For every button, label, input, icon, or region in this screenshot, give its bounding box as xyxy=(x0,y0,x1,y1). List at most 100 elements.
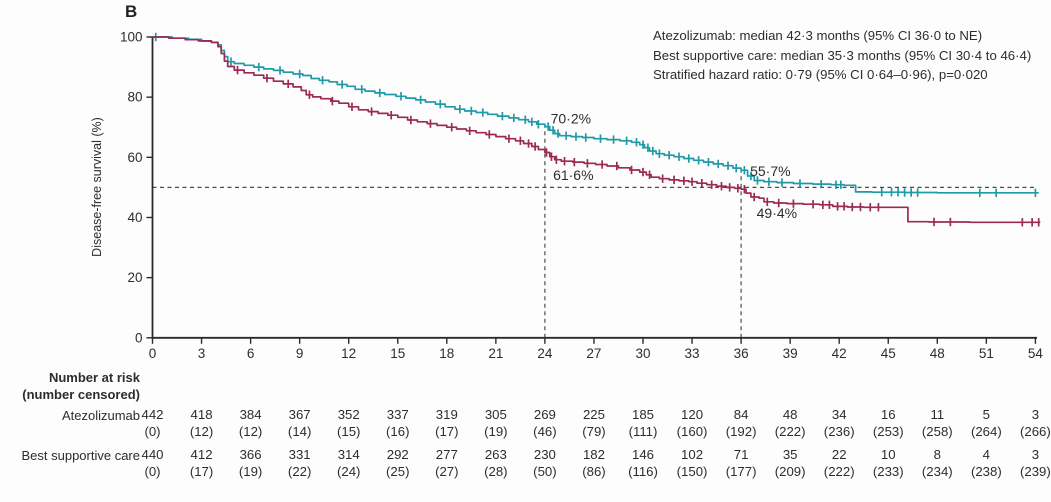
x-tick-label-9: 9 xyxy=(296,346,304,361)
risk-count-atezolizumab: 319 xyxy=(436,407,458,422)
risk-row-label-best-supportive-care: Best supportive care xyxy=(21,448,140,463)
risk-censored-best-supportive-care: (0) xyxy=(144,464,160,479)
risk-count-atezolizumab: 442 xyxy=(141,407,163,422)
risk-censored-best-supportive-care: (222) xyxy=(824,464,855,479)
risk-censored-atezolizumab: (258) xyxy=(922,424,953,439)
x-tick-label-24: 24 xyxy=(537,346,553,361)
risk-count-atezolizumab: 384 xyxy=(240,407,262,422)
risk-censored-atezolizumab: (12) xyxy=(190,424,213,439)
risk-censored-atezolizumab: (236) xyxy=(824,424,855,439)
legend-line-atezolizumab: Atezolizumab: median 42·3 months (95% CI… xyxy=(653,28,983,43)
risk-count-atezolizumab: 3 xyxy=(1032,407,1039,422)
legend-line-best-supportive-care: Best supportive care: median 35·3 months… xyxy=(653,47,1032,63)
risk-censored-best-supportive-care: (238) xyxy=(971,464,1002,479)
risk-count-atezolizumab: 185 xyxy=(632,407,654,422)
risk-count-best-supportive-care: 331 xyxy=(289,447,311,462)
x-tick-label-15: 15 xyxy=(390,346,405,361)
risk-censored-best-supportive-care: (24) xyxy=(337,464,360,479)
x-tick-label-33: 33 xyxy=(685,346,700,361)
x-tick-label-0: 0 xyxy=(149,346,157,361)
y-tick-label-40: 40 xyxy=(127,210,142,225)
risk-censored-best-supportive-care: (19) xyxy=(239,464,262,479)
x-tick-label-30: 30 xyxy=(635,346,650,361)
risk-count-atezolizumab: 11 xyxy=(930,407,944,422)
x-tick-label-18: 18 xyxy=(439,346,454,361)
risk-count-atezolizumab: 84 xyxy=(734,407,749,422)
km-curve-best_supportive_care xyxy=(152,36,1041,224)
risk-count-best-supportive-care: 263 xyxy=(485,447,507,462)
risk-table-header-line1: Number at risk xyxy=(48,370,140,385)
risk-censored-best-supportive-care: (28) xyxy=(484,464,507,479)
risk-censored-atezolizumab: (16) xyxy=(386,424,409,439)
x-tick-label-39: 39 xyxy=(783,346,798,361)
risk-count-best-supportive-care: 10 xyxy=(881,447,896,462)
pct-annotation-3: 49·4% xyxy=(757,205,797,221)
risk-count-atezolizumab: 352 xyxy=(338,407,360,422)
risk-censored-atezolizumab: (19) xyxy=(484,424,507,439)
risk-censored-best-supportive-care: (22) xyxy=(288,464,311,479)
risk-count-best-supportive-care: 4 xyxy=(983,447,990,462)
y-tick-label-100: 100 xyxy=(120,30,143,45)
risk-count-atezolizumab: 5 xyxy=(983,407,990,422)
risk-count-atezolizumab: 225 xyxy=(583,407,605,422)
risk-censored-atezolizumab: (192) xyxy=(726,424,757,439)
risk-censored-atezolizumab: (14) xyxy=(288,424,311,439)
pct-annotation-1: 61·6% xyxy=(553,167,593,183)
km-curve-atezolizumab xyxy=(152,36,1039,194)
pct-annotation-2: 55·7% xyxy=(750,163,790,179)
risk-censored-best-supportive-care: (177) xyxy=(726,464,757,479)
risk-censored-best-supportive-care: (17) xyxy=(190,464,213,479)
risk-censored-atezolizumab: (12) xyxy=(239,424,262,439)
y-tick-label-20: 20 xyxy=(127,270,142,285)
risk-count-best-supportive-care: 277 xyxy=(436,447,458,462)
risk-censored-atezolizumab: (160) xyxy=(677,424,708,439)
risk-count-best-supportive-care: 22 xyxy=(832,447,847,462)
y-tick-label-60: 60 xyxy=(127,150,142,165)
risk-row-label-atezolizumab: Atezolizumab xyxy=(61,408,140,423)
risk-censored-atezolizumab: (264) xyxy=(971,424,1002,439)
risk-count-best-supportive-care: 182 xyxy=(583,447,605,462)
risk-count-best-supportive-care: 440 xyxy=(141,447,163,462)
risk-count-atezolizumab: 337 xyxy=(387,407,409,422)
risk-count-best-supportive-care: 146 xyxy=(632,447,654,462)
x-tick-label-54: 54 xyxy=(1028,346,1044,361)
x-tick-label-48: 48 xyxy=(930,346,945,361)
x-tick-label-3: 3 xyxy=(198,346,206,361)
risk-count-best-supportive-care: 71 xyxy=(734,447,749,462)
x-tick-label-6: 6 xyxy=(247,346,255,361)
y-axis-title: Disease-free survival (%) xyxy=(90,117,104,257)
risk-count-best-supportive-care: 230 xyxy=(534,447,556,462)
risk-censored-best-supportive-care: (239) xyxy=(1020,464,1051,479)
x-tick-label-12: 12 xyxy=(341,346,356,361)
risk-count-best-supportive-care: 3 xyxy=(1032,447,1039,462)
risk-censored-best-supportive-care: (27) xyxy=(435,464,458,479)
risk-censored-best-supportive-care: (209) xyxy=(775,464,806,479)
y-tick-label-0: 0 xyxy=(135,330,143,345)
risk-count-atezolizumab: 16 xyxy=(881,407,896,422)
pct-annotation-0: 70·2% xyxy=(551,110,591,126)
risk-count-atezolizumab: 34 xyxy=(832,407,847,422)
x-tick-label-21: 21 xyxy=(488,346,503,361)
risk-censored-best-supportive-care: (116) xyxy=(628,464,658,479)
x-tick-label-51: 51 xyxy=(979,346,994,361)
risk-count-atezolizumab: 305 xyxy=(485,407,507,422)
risk-censored-best-supportive-care: (50) xyxy=(533,464,556,479)
risk-censored-atezolizumab: (46) xyxy=(533,424,556,439)
risk-censored-best-supportive-care: (25) xyxy=(386,464,409,479)
panel-label: B xyxy=(125,2,138,21)
risk-censored-atezolizumab: (0) xyxy=(144,424,160,439)
risk-count-best-supportive-care: 292 xyxy=(387,447,409,462)
risk-censored-atezolizumab: (222) xyxy=(775,424,806,439)
risk-censored-best-supportive-care: (150) xyxy=(677,464,708,479)
risk-count-atezolizumab: 269 xyxy=(534,407,556,422)
risk-censored-atezolizumab: (253) xyxy=(873,424,904,439)
risk-censored-atezolizumab: (266) xyxy=(1020,424,1051,439)
x-tick-label-42: 42 xyxy=(832,346,847,361)
risk-count-best-supportive-care: 412 xyxy=(191,447,213,462)
risk-count-atezolizumab: 120 xyxy=(681,407,703,422)
legend-box: Atezolizumab: median 42·3 months (95% CI… xyxy=(653,26,1031,85)
risk-censored-best-supportive-care: (234) xyxy=(922,464,953,479)
risk-censored-best-supportive-care: (233) xyxy=(873,464,904,479)
